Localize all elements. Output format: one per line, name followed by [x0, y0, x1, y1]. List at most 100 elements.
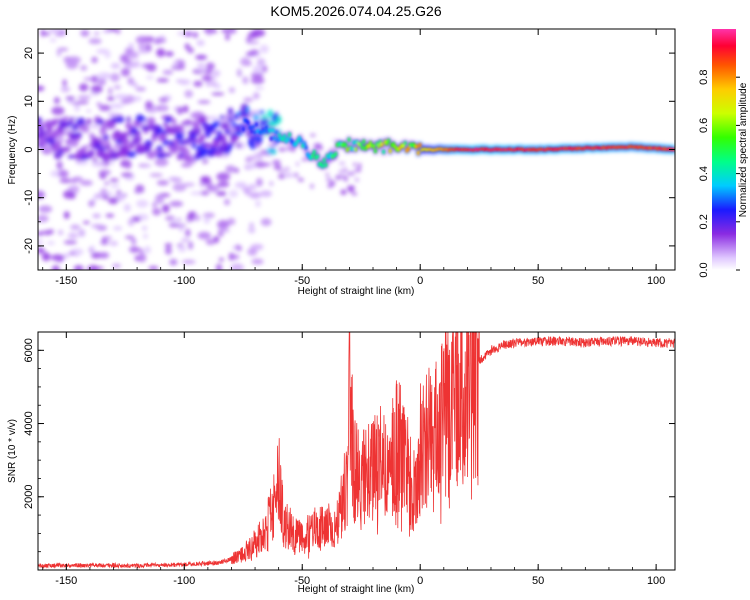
ridge-point — [274, 130, 278, 135]
noise-blob — [144, 246, 151, 254]
noise-blob — [96, 102, 102, 107]
noise-blob — [110, 62, 121, 69]
noise-blob — [63, 240, 78, 245]
ridge-point — [268, 127, 272, 133]
colorbar-tick-label: 0.6 — [698, 118, 710, 133]
noise-blob — [108, 197, 119, 205]
noise-blob — [193, 31, 199, 39]
colorbar-label: Normalized spectral amplitude — [738, 82, 749, 217]
noise-blob — [197, 100, 211, 104]
noise-blob — [63, 253, 70, 259]
noise-blob — [195, 54, 207, 60]
ridge-blob — [163, 122, 168, 127]
ridge-blob — [65, 138, 73, 145]
ridge-point — [299, 138, 303, 144]
noise-blob — [177, 245, 187, 253]
noise-blob — [225, 165, 236, 174]
ridge-point — [372, 143, 376, 149]
ridge-blob — [233, 134, 240, 142]
noise-blob — [154, 158, 169, 167]
noise-blob — [339, 174, 344, 177]
ridge-blob — [227, 116, 234, 123]
ridge-blob — [180, 148, 191, 157]
ridge-blob — [82, 145, 90, 150]
noise-blob — [91, 224, 104, 229]
noise-blob — [102, 72, 111, 78]
noise-blob — [88, 247, 93, 253]
noise-blob — [91, 266, 104, 270]
noise-blob — [328, 148, 338, 151]
noise-blob — [246, 155, 259, 160]
ridge-blob — [126, 116, 131, 123]
noise-blob — [73, 116, 79, 120]
noise-blob — [226, 29, 237, 34]
noise-blob — [218, 228, 230, 233]
ridge-point — [246, 120, 250, 126]
ridge-blob — [171, 118, 177, 124]
noise-blob — [51, 106, 65, 116]
noise-blob — [146, 75, 154, 80]
noise-blob — [193, 80, 203, 87]
noise-blob — [120, 67, 131, 77]
noise-blob — [135, 87, 146, 92]
noise-blob — [230, 263, 244, 270]
y-tick-label: -10 — [23, 190, 35, 206]
noise-blob — [143, 233, 148, 239]
noise-blob — [120, 99, 131, 105]
noise-blob — [272, 159, 281, 165]
noise-blob — [56, 160, 63, 170]
noise-blob — [57, 229, 64, 236]
noise-blob — [152, 202, 157, 208]
noise-blob — [104, 191, 114, 196]
noise-blob — [309, 133, 316, 137]
noise-blob — [125, 160, 132, 170]
ridge-blob — [46, 125, 52, 134]
noise-blob — [123, 203, 131, 212]
ridge-blob — [269, 149, 277, 155]
ridge-point — [354, 146, 358, 152]
noise-blob — [259, 44, 269, 54]
noise-blob — [251, 77, 265, 85]
noise-blob — [78, 229, 86, 237]
colorbar-tick-label: 0.8 — [698, 70, 710, 85]
noise-blob — [196, 66, 208, 72]
ridge-blob — [126, 151, 136, 158]
noise-blob — [110, 183, 120, 188]
snr-y-axis-label: SNR (10 * v/v) — [7, 419, 18, 483]
noise-blob — [92, 213, 101, 219]
ridge-blob — [132, 136, 142, 143]
noise-blob — [107, 96, 115, 101]
noise-blob — [109, 178, 119, 183]
noise-blob — [269, 181, 274, 187]
ridge-blob — [123, 144, 129, 149]
noise-blob — [60, 86, 71, 93]
noise-blob — [218, 257, 224, 262]
noise-blob — [77, 100, 89, 105]
noise-blob — [347, 172, 352, 176]
ridge-point — [324, 162, 328, 168]
ridge-point — [322, 157, 326, 163]
x-tick-label: 50 — [532, 575, 544, 587]
noise-blob — [255, 200, 261, 208]
noise-blob — [247, 248, 258, 256]
y-tick-label: 10 — [23, 95, 35, 107]
noise-blob — [127, 218, 135, 227]
noise-blob — [188, 241, 194, 250]
noise-blob — [62, 79, 67, 87]
ridge-blob — [250, 134, 257, 142]
noise-blob — [251, 258, 264, 265]
ridge-point — [249, 129, 254, 134]
noise-blob — [99, 104, 112, 112]
noise-blob — [200, 177, 210, 184]
noise-blob — [243, 97, 254, 103]
ridge-blob — [111, 116, 118, 124]
noise-blob — [41, 252, 51, 262]
noise-blob — [133, 96, 142, 102]
noise-blob — [278, 147, 286, 152]
noise-blob — [197, 63, 206, 67]
noise-blob — [115, 29, 121, 34]
noise-blob — [77, 95, 91, 101]
ridge-blob — [75, 117, 86, 126]
noise-blob — [185, 124, 191, 129]
